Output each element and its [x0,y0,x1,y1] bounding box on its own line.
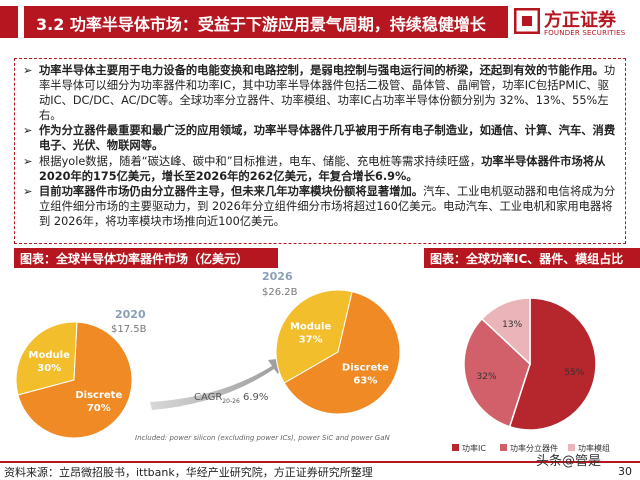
logo-chinese-name: 方正证券 [544,10,616,31]
pie-slice [283,291,401,415]
chart-note: Included: power silicon (excluding power… [135,434,391,442]
charts-area: 2020 $17.5B Module 30% Discrete 70% CAGR20-… [15,270,610,453]
legend-swatch [500,444,507,451]
pie-slice [15,321,78,396]
bullet-item: ➢ 目前功率器件市场仍由分立器件主导，但未来几年功率模块份额将显著增加。汽车、工业… [23,184,617,229]
legend-label: 功率分立器件 [510,443,558,453]
slice-name-label: Discrete [75,390,122,401]
summary-textbox: ➢ 功率半导体主要用于电力设备的电能变换和电路控制，是弱电控制与强电运行间的桥梁，… [14,58,626,244]
pie-slice [508,297,597,431]
footer-watermark: 头条@管是 [536,454,602,469]
header: 3.2 功率半导体市场：受益于下游应用景气周期，持续稳健增长 方正证券 FOUN… [0,0,640,44]
bullet-text: 功率半导体可以细分为功率器件和功率IC，其中功率半导体器件包括二极管、晶体管、晶… [39,64,616,123]
cagr-label: CAGR [194,392,222,403]
slice-name-label: Discrete [342,362,389,373]
bullet-text-bold: 作为分立器件最重要和最广泛的应用领域，功率半导体器件几乎被用于所有电子制造业，如… [39,124,616,153]
slice-value-label: 37% [299,335,323,346]
slice-value-label: 32% [477,372,497,382]
pie-2020-subtitle: $17.5B [111,324,147,335]
pie-2026-title: 2026 [262,270,293,283]
slice-value-label: 13% [502,320,522,330]
chart-right-title: 图表：全球功率IC、器件、模组占比 [424,248,640,268]
legend-swatch [452,444,459,451]
slice-value-label: 70% [87,403,111,414]
bullet-arrow-icon: ➢ [23,184,33,198]
pie-2020: Module 30% Discrete 70% [15,321,133,439]
founder-logo-icon [514,8,540,34]
company-logo: 方正证券 FOUNDER SECURITIES [514,6,636,42]
slice-name-label: Module [290,322,332,333]
pie-2020-title: 2020 [115,308,146,321]
cagr-text: CAGR20-26 6.9% [194,392,268,405]
slice-value-label: 30% [37,363,61,374]
pie-slice [17,321,133,439]
bullet-arrow-icon: ➢ [23,64,33,77]
bullet-text-bold: 功率半导体主要用于电力设备的电能变换和电路控制，是弱电控制与强电运行间的桥梁，还… [39,64,604,77]
bullet-item: ➢ 功率半导体主要用于电力设备的电能变换和电路控制，是弱电控制与强电运行间的桥梁，… [23,63,617,123]
pie-slice [463,317,531,428]
footer-divider [0,461,640,463]
logo-english-name: FOUNDER SECURITIES [544,29,626,37]
bullet-arrow-icon: ➢ [23,154,33,168]
legend-label: 功率IC [462,443,486,453]
bullet-text-bold: 功率半导体器件市场将从2020年的175亿美元，增长至2026年的262亿美元，… [39,154,606,183]
title-bar: 3.2 功率半导体市场：受益于下游应用景气周期，持续稳健增长 [24,6,508,38]
pie-power-share-legend: 功率IC 功率分立器件 功率模组 [452,443,610,453]
bullet-item: ➢ 根据yole数据，随着“碳达峰、碳中和”目标推进，电车、储能、充电桩等需求持续… [23,154,617,184]
bullet-text: 根据yole数据，随着“碳达峰、碳中和”目标推进，电车、储能、充电桩等需求持续旺… [39,154,482,168]
slice-value-label: 63% [353,375,377,386]
pie-2026: Module 37% Discrete 63% [275,289,401,415]
pie-2026-subtitle: $26.2B [262,287,298,298]
slice-name-label: Module [29,350,71,361]
bullet-arrow-icon: ➢ [23,124,33,138]
chart-left-title: 图表：全球半导体功率器件市场（亿美元） [14,248,278,268]
bullet-text-bold: 目前功率器件市场仍由分立器件主导，但未来几年功率模块份额将显著增加。 [39,184,424,198]
footer-source: 资料来源：立昂微招股书，ittbank，华经产业研究院，方正证券研究所整理 [4,466,373,479]
pie-slice [480,297,531,366]
slice-value-label: 55% [564,368,584,378]
cagr-value: 6.9% [240,392,269,403]
bullet-item: ➢ 作为分立器件最重要和最广泛的应用领域，功率半导体器件几乎被用于所有电子制造业，… [23,123,617,153]
bullet-text: 汽车、工业电机驱动器和电信将成为分立组件细分市场的主要驱动力，到 2026年分立… [39,184,616,228]
legend-label: 功率模组 [578,443,610,453]
page-title: 3.2 功率半导体市场：受益于下游应用景气周期，持续稳健增长 [36,15,486,34]
cagr-arrow [150,358,286,410]
pie-slice [275,289,353,384]
legend-swatch [568,444,575,451]
page-number: 30 [618,465,632,478]
pie-power-share: 55% 32% 13% [463,297,597,431]
cagr-sub: 20-26 [222,398,240,405]
title-accent-bar [0,6,18,38]
